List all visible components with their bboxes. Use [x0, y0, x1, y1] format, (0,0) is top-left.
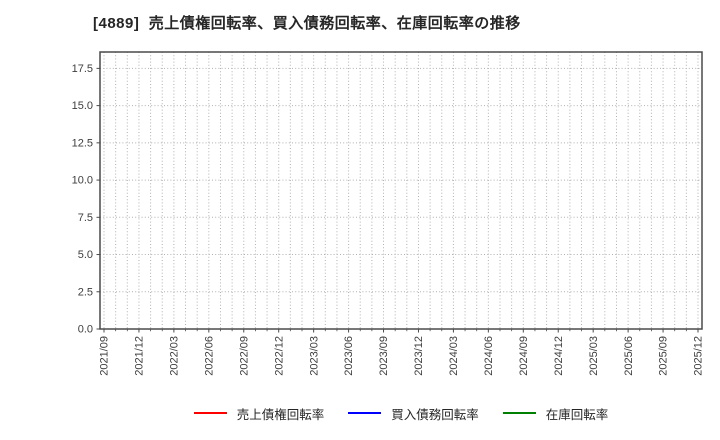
x-tick-label: 2023/03 — [308, 336, 320, 376]
x-tick-label: 2025/12 — [693, 336, 705, 376]
x-tick-label: 2025/09 — [658, 336, 670, 376]
x-gridlines — [103, 52, 699, 329]
y-tick-label: 10.0 — [72, 175, 93, 187]
legend-item-2: 在庫回転率 — [502, 404, 609, 423]
x-tick-label: 2022/12 — [273, 336, 285, 376]
legend-line-swatch — [502, 412, 536, 414]
y-axis: 0.0 2.5 5.0 7.5 10.0 12.5 15.0 17.5 — [72, 63, 100, 336]
y-tick-label: 12.5 — [72, 137, 93, 149]
x-tick-label: 2021/09 — [99, 336, 111, 376]
x-tick-label: 2024/12 — [553, 336, 565, 376]
legend-line-swatch — [348, 412, 382, 414]
x-tick-label: 2024/03 — [448, 336, 460, 376]
y-tick-label: 5.0 — [78, 249, 93, 261]
legend-item-0: 売上債権回転率 — [193, 404, 325, 423]
x-tick-label: 2024/06 — [483, 336, 495, 376]
x-tick-label: 2022/09 — [238, 336, 250, 376]
x-tick-label: 2024/09 — [518, 336, 530, 376]
y-tick-label: 15.0 — [72, 100, 93, 112]
legend-label: 買入債務回転率 — [391, 407, 479, 422]
legend-label: 売上債権回転率 — [236, 407, 325, 422]
y-tick-label: 2.5 — [78, 286, 93, 298]
x-tick-label: 2021/12 — [134, 336, 146, 376]
x-tick-label: 2022/03 — [169, 336, 181, 376]
y-tick-label: 17.5 — [72, 63, 93, 75]
legend-line-swatch — [193, 412, 227, 414]
x-tick-label: 2023/09 — [378, 336, 390, 376]
y-tick-label: 0.0 — [78, 324, 93, 336]
x-tick-label: 2023/12 — [413, 336, 425, 376]
x-tick-label: 2025/06 — [623, 336, 635, 376]
x-tick-label: 2022/06 — [203, 336, 215, 376]
axes-frame — [99, 51, 703, 330]
x-tick-label: 2025/03 — [588, 336, 600, 376]
legend-label: 在庫回転率 — [545, 407, 609, 422]
chart-title: [4889] 売上債権回転率、買入債務回転率、在庫回転率の推移 — [93, 15, 521, 32]
legend: 売上債権回転率 買入債務回転率 在庫回転率 — [100, 402, 702, 424]
x-axis: 2021/09 2021/12 2022/03 2022/06 2022/09 2022/… — [99, 329, 705, 376]
y-gridlines — [100, 67, 702, 293]
x-tick-label: 2023/06 — [343, 336, 355, 376]
legend-item-1: 買入債務回転率 — [348, 404, 479, 423]
y-tick-label: 7.5 — [78, 212, 93, 224]
